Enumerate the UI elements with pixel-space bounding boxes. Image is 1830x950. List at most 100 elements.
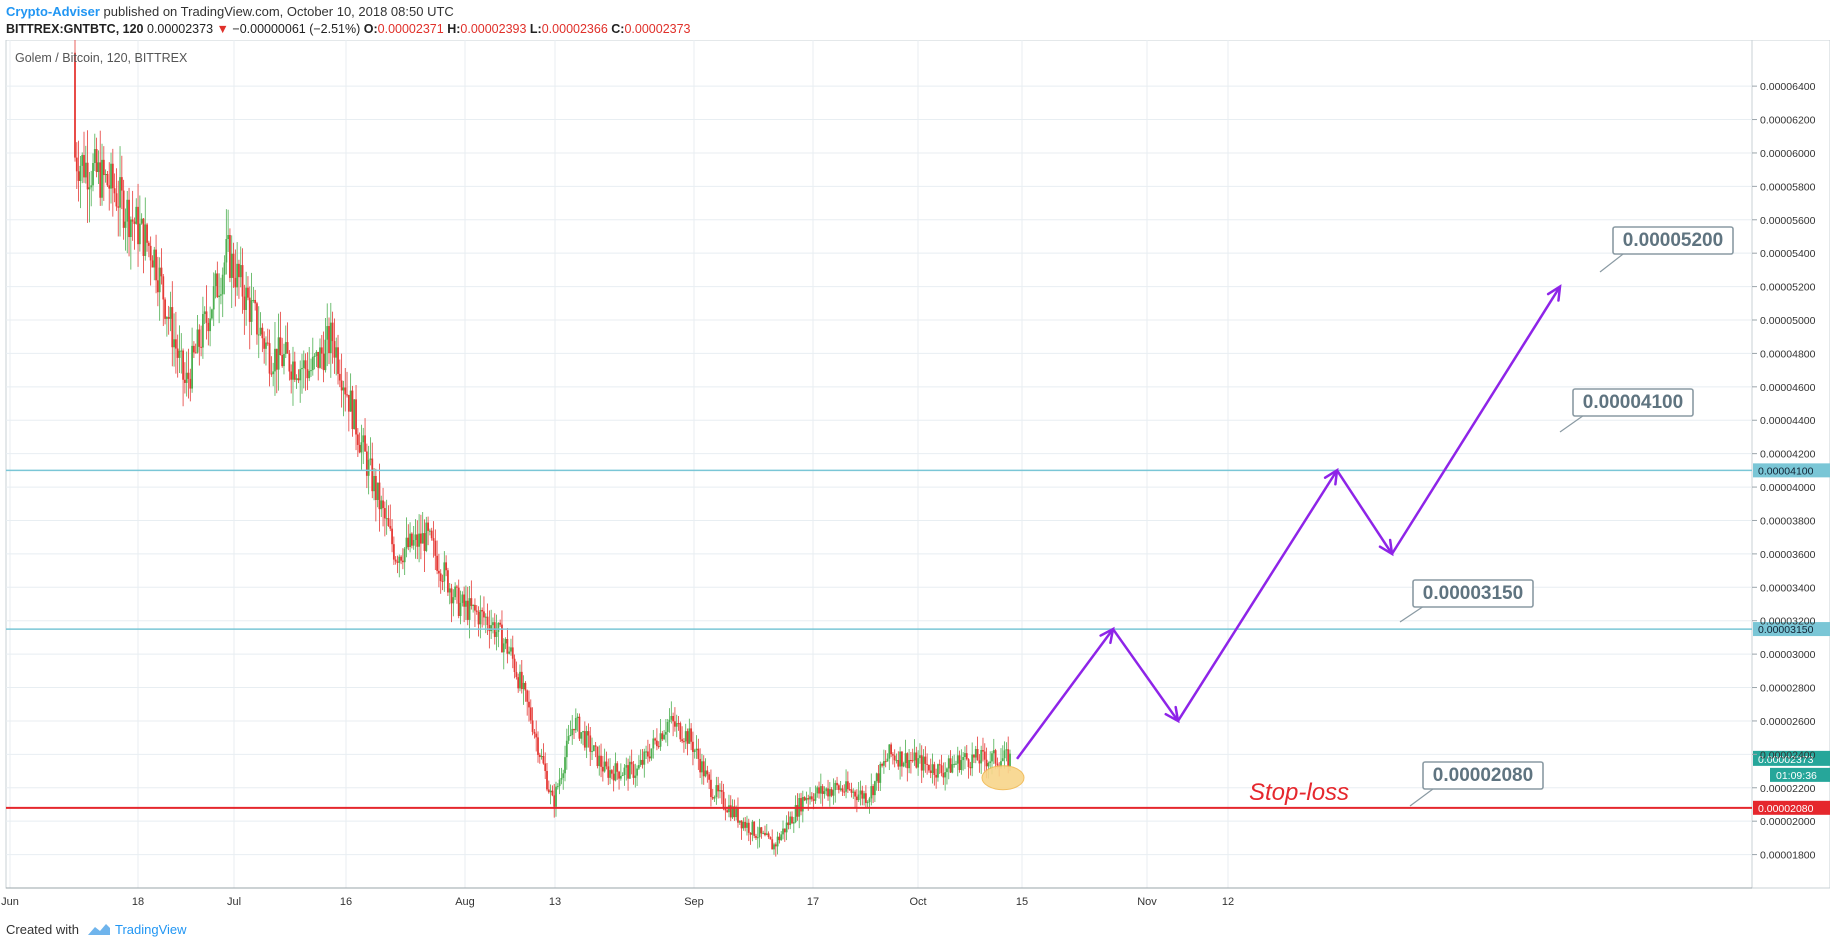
candle-body	[558, 779, 561, 787]
candle-body	[385, 518, 388, 520]
price-chart[interactable]: 0.00004100 0.00003150 0.00002080 0.00002373…	[0, 40, 1830, 912]
candle-body	[355, 399, 357, 435]
y-tick-label: 0.00002600	[1760, 716, 1816, 728]
candle-body	[326, 326, 329, 340]
candle-body	[86, 162, 89, 190]
candle-body	[690, 728, 693, 742]
candle-body	[313, 355, 316, 357]
tradingview-brand[interactable]: TradingView	[87, 922, 187, 937]
candle-body	[198, 329, 201, 347]
candle-body	[982, 750, 984, 752]
candle-body	[266, 342, 269, 344]
candle-body	[434, 540, 437, 556]
candle-body	[373, 475, 375, 492]
candle-body	[508, 651, 511, 654]
candle-body	[346, 394, 348, 396]
candle-body	[704, 770, 707, 777]
candle-body	[738, 820, 741, 823]
candle-body	[711, 797, 714, 799]
candle-body	[364, 435, 366, 452]
candle-body	[974, 748, 977, 758]
candle-body	[973, 754, 975, 758]
candle-body	[749, 832, 752, 835]
candle-body	[643, 751, 646, 765]
resistance-1-callout-text: 0.00003150	[1423, 583, 1523, 604]
candle-body	[542, 756, 545, 764]
stop-loss-callout-text: 0.00002080	[1433, 765, 1533, 786]
candle-body	[311, 356, 314, 371]
candle-body	[868, 798, 871, 803]
candle-body	[729, 805, 732, 818]
candle-body	[668, 719, 671, 723]
candle-body	[495, 631, 498, 637]
candle-body	[306, 369, 309, 379]
candle-body	[666, 722, 669, 732]
candle-body	[337, 347, 339, 374]
candle-body	[569, 735, 572, 737]
candle-body	[679, 723, 682, 740]
candle-body	[827, 788, 829, 797]
candle-body	[254, 299, 257, 304]
candle-body	[701, 761, 703, 773]
candle-body	[783, 828, 786, 833]
candle-body	[576, 716, 579, 718]
candle-body	[592, 745, 595, 752]
candle-body	[555, 786, 557, 807]
candle-body	[164, 299, 166, 319]
candle-body	[839, 788, 842, 790]
candle-body	[160, 267, 163, 277]
candle-body	[443, 562, 446, 582]
candle-body	[645, 751, 647, 753]
candle-body	[940, 765, 943, 773]
candle-body	[319, 347, 321, 368]
tradingview-logo-icon	[87, 924, 110, 935]
chart-title: Golem / Bitcoin, 120, BITTREX	[15, 51, 188, 65]
candle-body	[459, 602, 462, 617]
candle-body	[288, 353, 291, 372]
candle-body	[938, 764, 941, 766]
author-link[interactable]: Crypto-Adviser	[6, 4, 100, 19]
candle-body	[994, 750, 997, 764]
candle-body	[910, 760, 912, 762]
candle-body	[650, 748, 653, 759]
candle-body	[528, 701, 530, 708]
candle-body	[396, 561, 399, 563]
candle-body	[942, 772, 945, 778]
footer: Created with TradingView	[6, 922, 187, 937]
chart-axes: 0.00001800 0.00002000 0.00002200 0.00002400…	[1, 81, 1816, 908]
candle-body	[279, 337, 282, 356]
symbol-label: BITTREX:GNTBTC, 120	[6, 22, 144, 36]
candle-body	[272, 371, 275, 375]
candle-body	[580, 732, 583, 739]
candle-body	[591, 751, 593, 753]
candle-body	[147, 242, 150, 246]
candle-body	[976, 748, 979, 761]
candle-body	[183, 379, 186, 383]
candle-body	[392, 544, 395, 560]
candle-body	[830, 789, 833, 796]
created-with-text: Created with	[6, 922, 79, 937]
candle-body	[448, 588, 451, 593]
candle-body	[519, 671, 521, 689]
tradingview-label: TradingView	[114, 922, 187, 937]
candle-body	[917, 758, 920, 768]
candle-body	[969, 766, 972, 769]
candle-body	[967, 759, 970, 767]
candle-body	[801, 797, 804, 812]
y-tick-label: 0.00004800	[1760, 348, 1816, 360]
y-tick-label: 0.00003400	[1760, 582, 1816, 594]
candle-body	[275, 348, 278, 370]
target-callout-text: 0.00005200	[1623, 230, 1723, 251]
candle-body	[551, 790, 554, 796]
candle-body	[686, 731, 689, 744]
candle-body	[410, 533, 413, 546]
candle-body	[362, 435, 365, 443]
candle-body	[582, 731, 584, 733]
candle-body	[540, 756, 543, 758]
candle-body	[859, 790, 862, 795]
candle-body	[821, 786, 824, 794]
candle-body	[774, 844, 777, 847]
target-callout-box	[1612, 226, 1734, 255]
candle-body	[1000, 761, 1002, 768]
candle-body	[149, 245, 152, 261]
